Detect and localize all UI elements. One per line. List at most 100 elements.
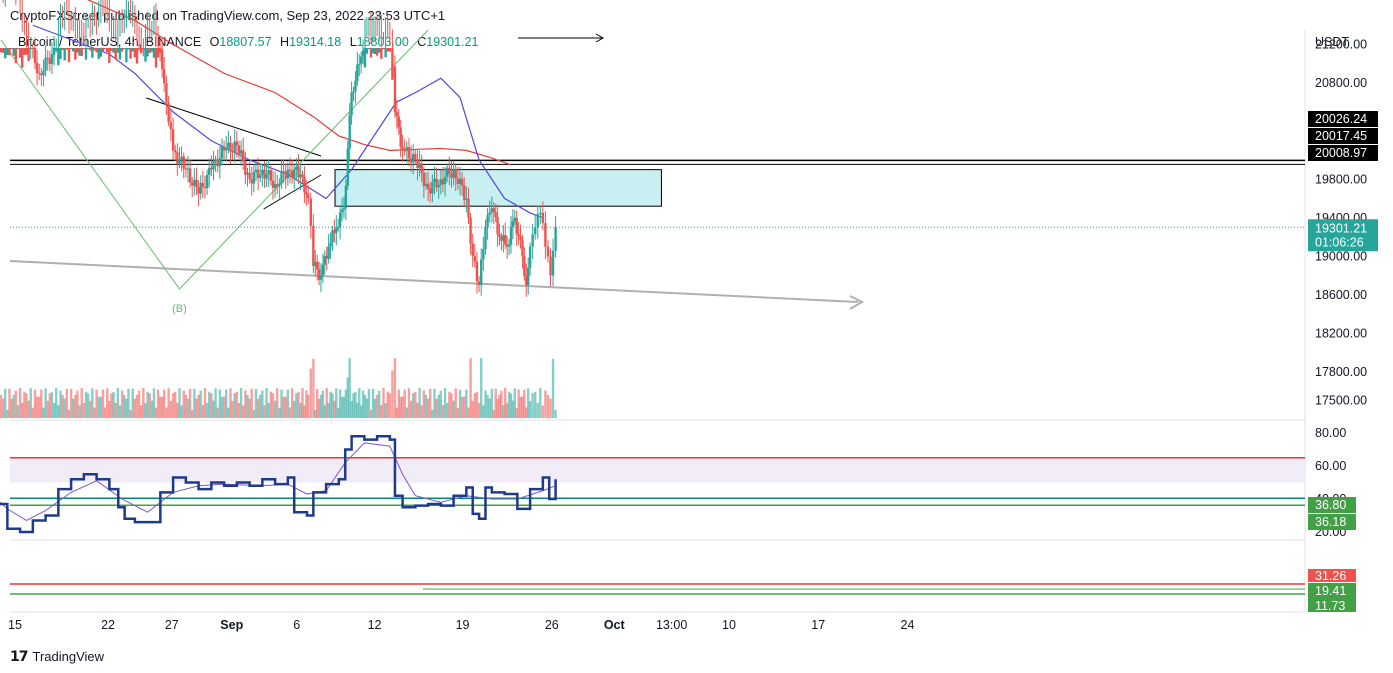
candle-body — [367, 48, 371, 50]
volume-bar — [225, 389, 228, 418]
price-tag — [1308, 145, 1378, 161]
volume-bar — [363, 394, 367, 418]
candle-body — [227, 142, 230, 148]
volume-bar — [171, 393, 175, 418]
volume-bar — [325, 388, 328, 418]
volume-bar — [416, 402, 419, 418]
volume-bar — [6, 409, 9, 418]
volume-bar — [536, 402, 539, 418]
volume-bar — [454, 388, 457, 418]
candle-body — [307, 194, 310, 199]
volume-bar — [214, 388, 217, 418]
candle-body — [509, 227, 513, 245]
volume-bar — [135, 394, 139, 418]
time-axis-label: 6 — [293, 618, 300, 632]
volume-bar — [307, 394, 310, 418]
high-label: H — [280, 35, 290, 49]
volume-bar — [426, 398, 430, 418]
candle-body — [303, 176, 306, 193]
candle-body — [373, 48, 377, 55]
candle-body — [288, 169, 292, 171]
volume-bar — [131, 388, 134, 418]
volume-bar — [412, 393, 415, 418]
candle-body — [325, 255, 328, 259]
candle-body — [6, 48, 9, 56]
volume-bar — [112, 391, 115, 418]
candle-body — [523, 256, 526, 277]
candle-body — [269, 170, 273, 181]
candle-body — [225, 147, 228, 151]
volume-bar — [265, 388, 268, 418]
volume-bar — [435, 398, 438, 418]
candle-body — [55, 48, 58, 51]
volume-bar — [127, 388, 130, 418]
candle-body — [44, 57, 47, 71]
candle-body — [233, 141, 236, 153]
oscillator-band — [10, 457, 1305, 483]
candle-body — [144, 48, 147, 62]
volume-bar — [338, 389, 342, 418]
volume-bar — [216, 407, 219, 418]
wave-label-b: (B) — [172, 303, 187, 315]
symbol-name[interactable]: Bitcoin / TetherUS, 4h, BINANCE — [18, 35, 202, 49]
candle-body — [321, 264, 325, 276]
volume-bar — [515, 407, 518, 418]
volume-bar — [101, 389, 105, 418]
candle-body — [314, 261, 317, 266]
volume-bar — [210, 393, 213, 418]
volume-bar — [55, 388, 58, 418]
volume-bar — [180, 405, 183, 418]
volume-bar — [490, 388, 494, 418]
candle-body — [278, 183, 281, 187]
candle-body — [101, 48, 105, 52]
volume-bar — [129, 409, 132, 418]
volume-bar — [208, 391, 211, 418]
candle-body — [165, 83, 168, 103]
candle-body — [333, 230, 336, 234]
candle-body — [454, 169, 457, 179]
volume-bar — [460, 396, 464, 418]
candle-body — [131, 48, 134, 52]
volume-bar — [549, 398, 552, 418]
candle-body — [286, 169, 290, 179]
candle-body — [35, 62, 39, 74]
volume-bar — [295, 393, 298, 418]
tradingview-brand[interactable]: 𝟭𝟳 TradingView — [10, 648, 104, 665]
volume-bar — [414, 391, 417, 418]
candle-body — [429, 188, 432, 194]
candle-body — [129, 48, 132, 59]
volume-bar — [182, 390, 185, 418]
candle-body — [446, 167, 449, 177]
grey-trendline — [9, 260, 859, 303]
volume-bar — [488, 398, 491, 418]
time-axis-label: 15 — [8, 618, 22, 632]
candle-body — [244, 161, 247, 175]
tradingview-logo-icon: 𝟭𝟳 — [10, 648, 29, 664]
volume-bar — [523, 389, 526, 418]
volume-bar — [358, 388, 361, 418]
time-axis-label: 10 — [722, 618, 736, 632]
candle-body — [216, 159, 219, 167]
candle-body — [97, 48, 100, 59]
candle-body — [399, 127, 402, 147]
candle-body — [154, 48, 158, 68]
volume-bar — [160, 396, 164, 418]
volume-bar — [110, 393, 113, 418]
candle-body — [212, 160, 215, 170]
candle-body — [191, 182, 194, 186]
sub-indicator-value: 19.41 — [1315, 584, 1346, 598]
volume-bar — [504, 388, 507, 418]
volume-bar — [554, 409, 557, 418]
volume-bar — [409, 400, 413, 418]
candle-body — [69, 48, 73, 49]
candle-body — [220, 146, 224, 159]
candle-body — [120, 48, 124, 52]
price-tick-label: 17800.00 — [1315, 365, 1367, 379]
volume-bar — [303, 405, 306, 418]
volume-bar — [80, 388, 83, 418]
volume-bar — [40, 389, 43, 418]
candle-body — [342, 208, 346, 210]
candle-body — [412, 154, 415, 163]
candle-body — [511, 221, 515, 228]
